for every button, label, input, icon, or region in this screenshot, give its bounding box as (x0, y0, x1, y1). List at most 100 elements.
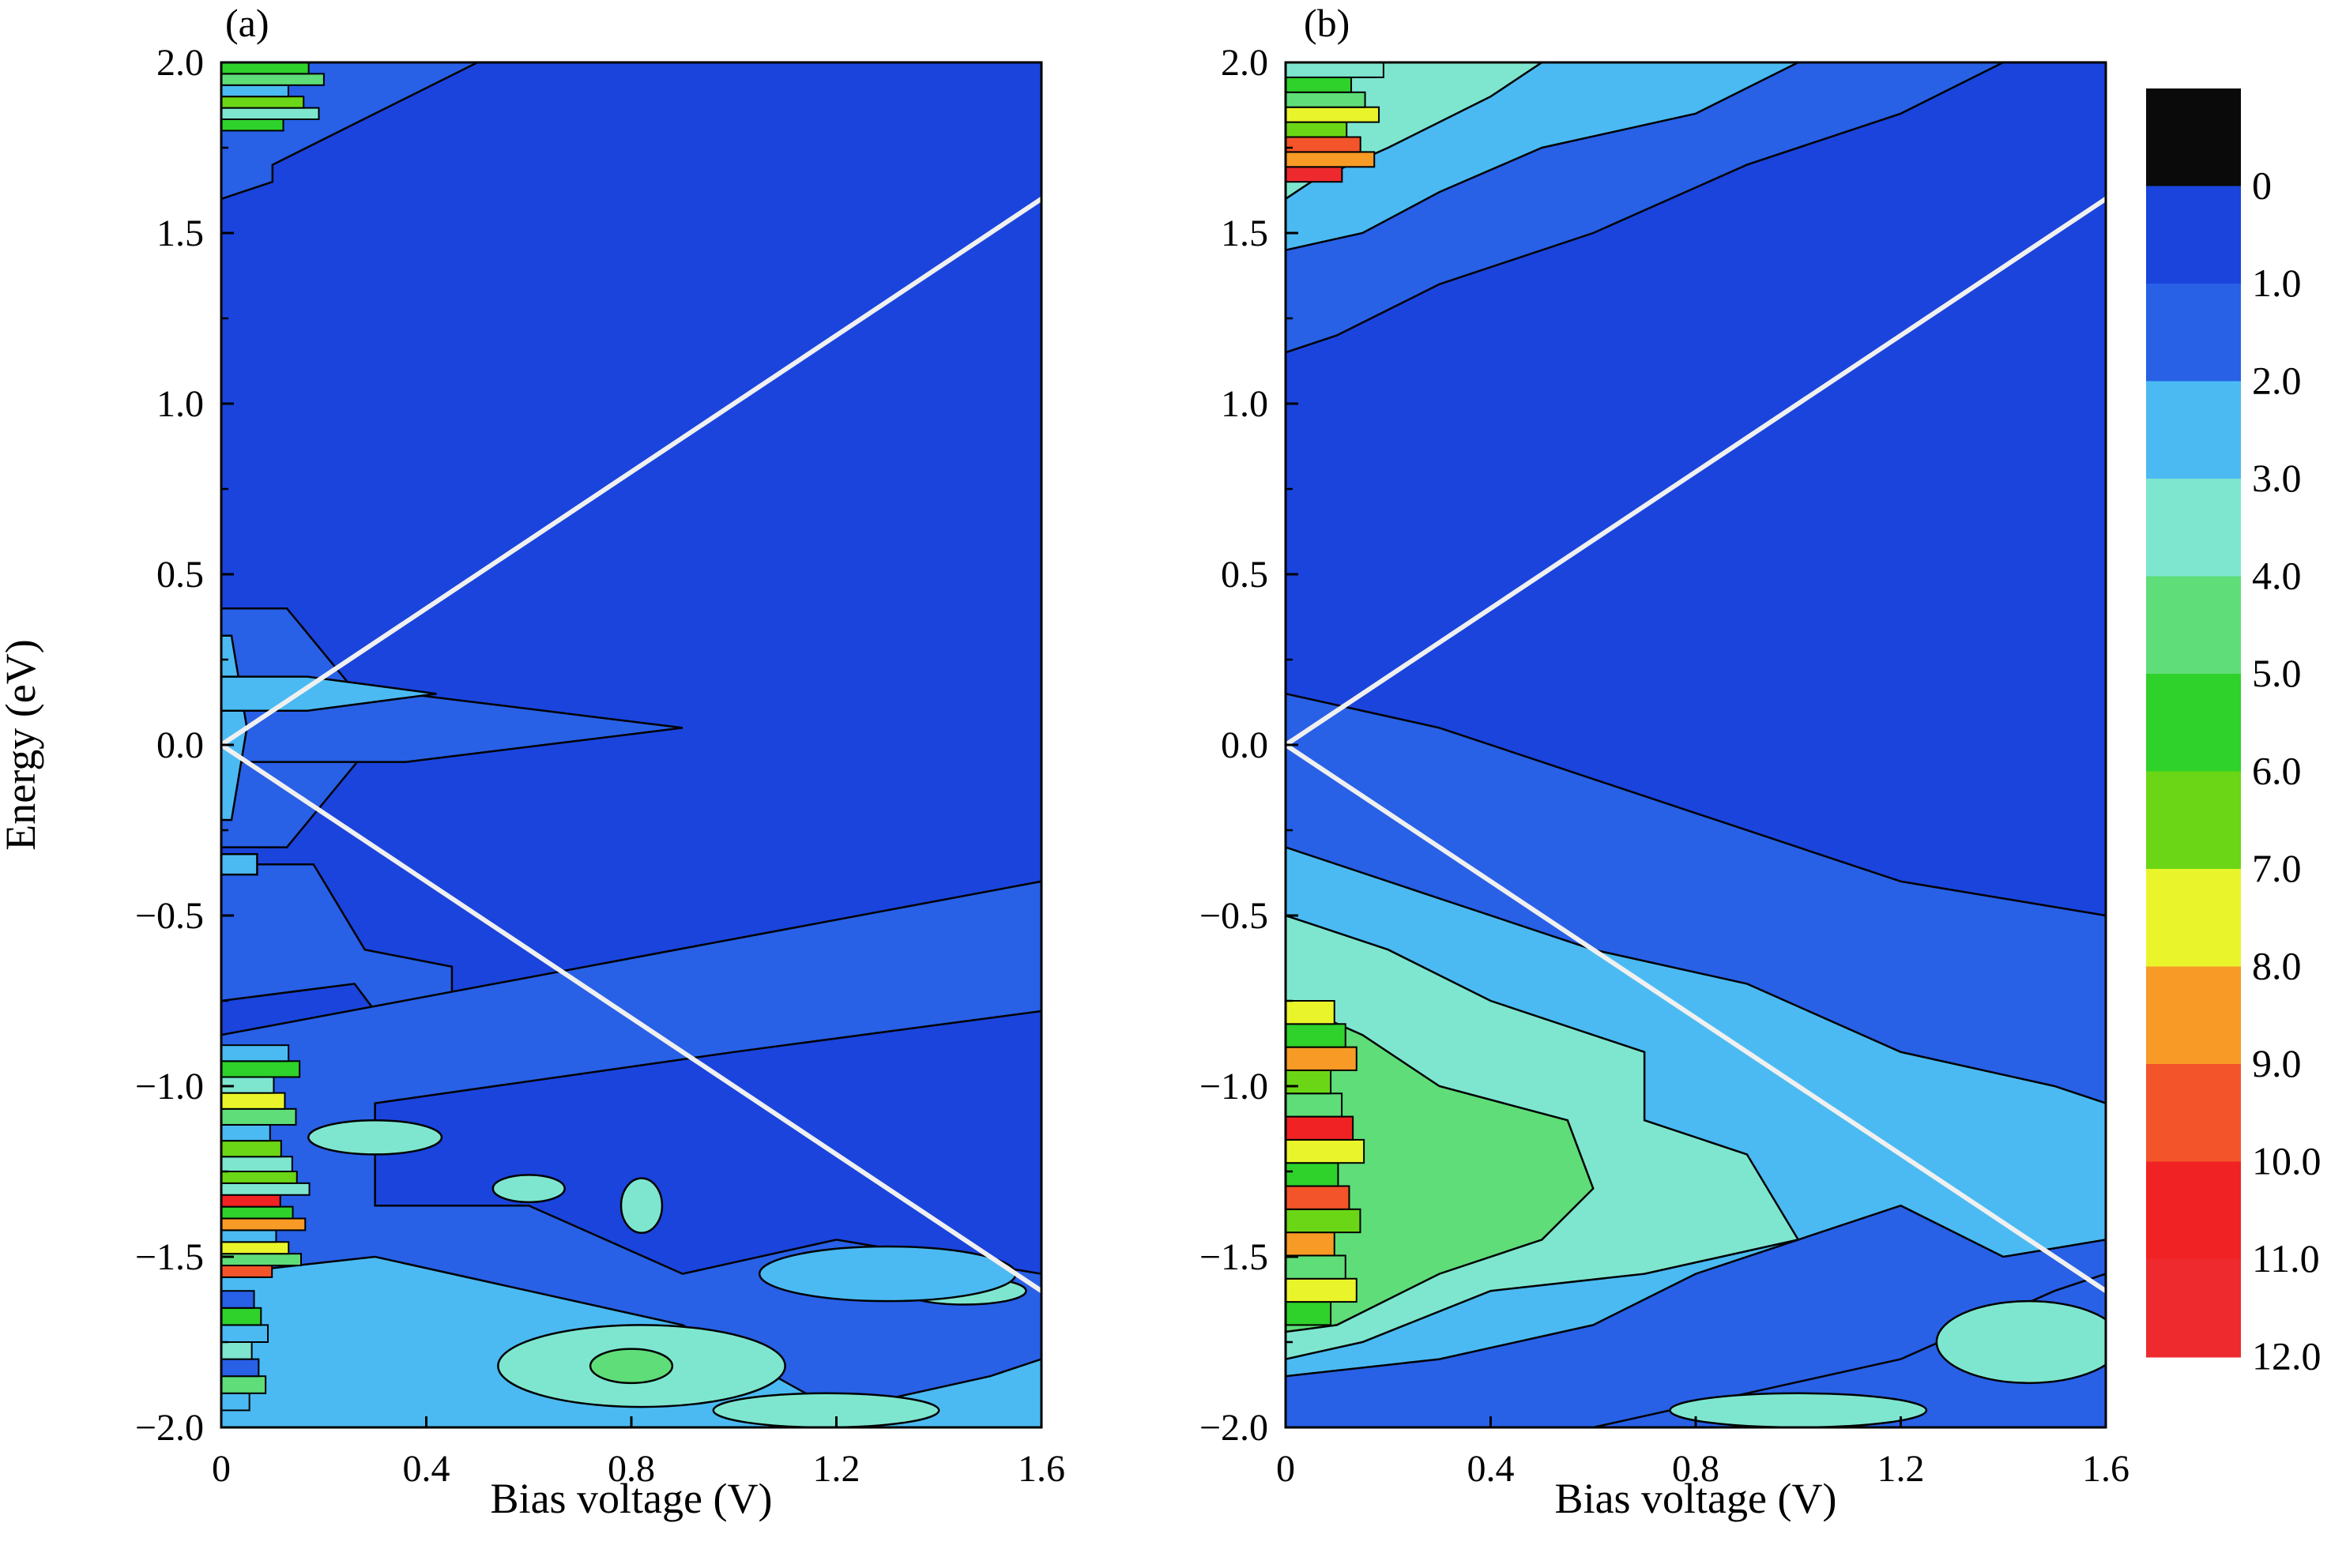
contour-region (491, 1174, 566, 1204)
contour-stripe (221, 1290, 255, 1309)
x-tick-label: 1.6 (2082, 1448, 2129, 1490)
contour-stripe (1286, 121, 1348, 138)
y-tick-label: −2.0 (1199, 1407, 1268, 1449)
contour-stripe (221, 1217, 307, 1231)
colorbar-tick-label: 9.0 (2252, 1041, 2302, 1085)
x-tick-label: 0.4 (1467, 1448, 1515, 1490)
bias-window-lower-line (1286, 743, 2106, 1293)
y-tick-label: 1.5 (1221, 212, 1268, 254)
x-tick-label: 0.4 (403, 1448, 450, 1490)
bias-window-lower-line (221, 743, 1041, 1293)
contour-stripe (221, 62, 310, 75)
contour-stripe (1286, 1023, 1346, 1048)
contour-region (307, 1119, 443, 1156)
contour-stripe (1286, 166, 1343, 183)
contour-stripe (221, 1092, 286, 1110)
contour-stripe (221, 1229, 277, 1243)
contour-stripe (1286, 1069, 1332, 1095)
colorbar-tick-label: 6.0 (2252, 749, 2302, 793)
contour-stripe (221, 1060, 301, 1078)
contour-stripe (221, 118, 284, 132)
y-axis-b: 2.0 1.5 1.0 0.5 0.0 −0.5 −1.0 −1.5 −2.0 (1199, 42, 1298, 1449)
contour-stripe (1286, 1162, 1339, 1187)
contour-stripe (1286, 1208, 1361, 1234)
colorbar-band (2146, 186, 2241, 284)
contour-stripe (221, 1182, 311, 1196)
colorbar-tick-label: 12.0 (2252, 1334, 2322, 1378)
x-tick-label: 0.8 (1672, 1448, 1719, 1490)
contour-region (619, 1177, 664, 1235)
panel-a: (a) 0 0.4 0.8 1.2 1.6 2.0 1.5 1.0 0.5 0.0 −0.5 −1.… (0, 1, 1065, 1522)
colorbar-band (2146, 674, 2241, 773)
contour-region (221, 852, 258, 876)
contour-stripe (1286, 1277, 1358, 1303)
colorbar-tick-label: 8.0 (2252, 944, 2302, 988)
colorbar-band (2146, 771, 2241, 870)
contour-stripe (1286, 1000, 1335, 1025)
contour-stripe (221, 1171, 298, 1184)
panel-label-a: (a) (225, 1, 269, 45)
colorbar-tick-label: 7.0 (2252, 846, 2302, 890)
y-tick-label: 0.0 (156, 724, 204, 766)
y-tick-label: 1.5 (156, 212, 204, 254)
bias-window-upper-line (1286, 197, 2106, 747)
y-axis-a: 2.0 1.5 1.0 0.5 0.0 −0.5 −1.0 −1.5 −2.0 (135, 42, 234, 1449)
colorbar-band (2146, 479, 2241, 577)
colorbar-tick-label: 4.0 (2252, 554, 2302, 598)
contour-stripe (221, 1123, 271, 1142)
colorbar-band (2146, 88, 2241, 187)
contour-region (221, 692, 683, 763)
y-tick-label: 0.5 (1221, 554, 1268, 596)
contour-stripe (221, 84, 289, 98)
contour-stripe (1286, 1046, 1358, 1071)
panel-b: (b) 0 0.4 0.8 1.2 1.6 2.0 1.5 1.0 0.5 0.0 −0.5 −1.… (1199, 1, 2129, 1522)
heatmap-b (1286, 62, 2106, 1427)
colorbar-band (2146, 284, 2241, 382)
colorbar-band (2146, 1259, 2241, 1358)
contour-region (1286, 999, 1595, 1333)
y-tick-label: −1.0 (1199, 1066, 1268, 1107)
contour-stripe (1286, 151, 1376, 168)
contour-region (589, 1348, 674, 1385)
contour-stripe (221, 1044, 290, 1062)
colorbar-tick-label: 0 (2252, 164, 2272, 208)
x-axis-b: 0 0.4 0.8 1.2 1.6 (1276, 1416, 2129, 1490)
colorbar: 0 1.0 2.0 3.0 4.0 5.0 6.0 7.0 8.0 9.0 10.0 11.0 12.0 (2146, 88, 2322, 1378)
y-tick-label: 1.0 (156, 383, 204, 425)
contour-stripe (221, 1140, 282, 1158)
contour-stripe (221, 1194, 281, 1208)
colorbar-tick-label: 10.0 (2252, 1139, 2322, 1183)
colorbar-tick-label: 3.0 (2252, 456, 2302, 500)
x-axis-label-b: Bias voltage (V) (1555, 1475, 1837, 1522)
x-axis-label-a: Bias voltage (V) (491, 1475, 773, 1522)
y-tick-label: −1.5 (135, 1236, 204, 1278)
contour-stripe (1286, 136, 1361, 153)
contour-stripe (221, 107, 320, 121)
contour-stripe (221, 1392, 250, 1412)
colorbar-band (2146, 869, 2241, 968)
contour-stripe (221, 1307, 262, 1326)
colorbar-tick-label: 1.0 (2252, 261, 2302, 305)
x-tick-label: 1.6 (1018, 1448, 1065, 1490)
x-tick-label: 0 (1276, 1448, 1295, 1490)
contour-stripe (221, 1107, 297, 1126)
colorbar-tick-label: 11.0 (2252, 1236, 2320, 1280)
contour-stripe (221, 73, 325, 86)
contour-stripe (221, 1324, 269, 1344)
contour-stripe (1286, 91, 1366, 108)
y-tick-label: −1.0 (135, 1066, 204, 1107)
colorbar-band (2146, 1161, 2241, 1260)
contour-stripe (1286, 1301, 1332, 1326)
contour-stripe (1286, 1185, 1350, 1210)
colorbar-band (2146, 966, 2241, 1065)
panel-label-b: (b) (1304, 1, 1350, 45)
colorbar-band (2146, 1064, 2241, 1163)
contour-stripe (221, 1241, 290, 1255)
contour-stripe (221, 96, 305, 109)
contour-stripe (221, 1265, 273, 1278)
contour-stripe (1286, 1254, 1346, 1280)
colorbar-tick-label: 5.0 (2252, 651, 2302, 695)
y-tick-label: −0.5 (1199, 895, 1268, 937)
x-tick-label: 1.2 (813, 1448, 860, 1490)
